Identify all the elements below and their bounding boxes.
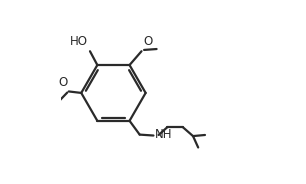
Text: NH: NH [155,128,173,141]
Text: O: O [58,76,68,89]
Text: O: O [143,35,152,48]
Text: HO: HO [70,35,88,48]
